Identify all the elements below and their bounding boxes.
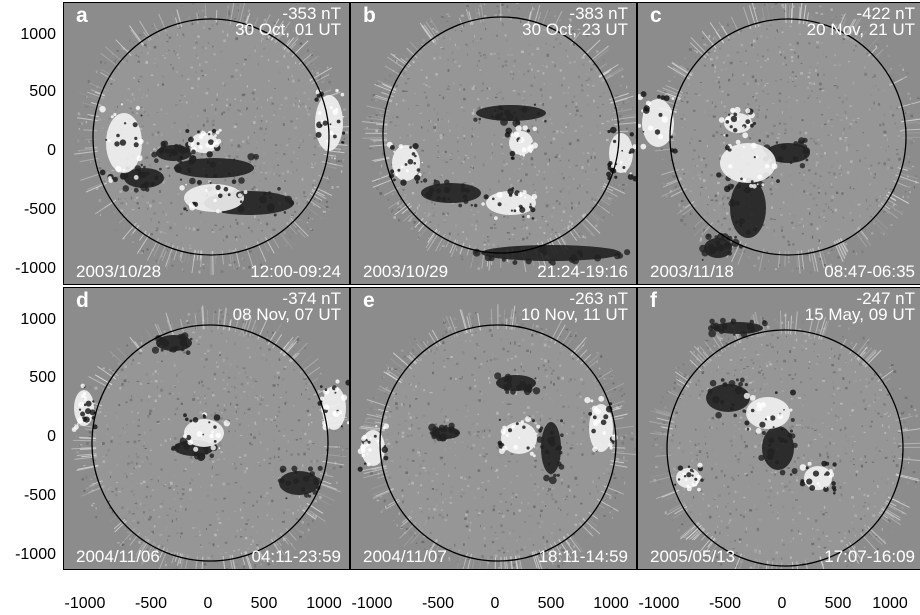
solar-disk-image: [351, 288, 636, 569]
y-tick-label: 500: [29, 369, 56, 386]
panel-letter: a: [76, 4, 88, 27]
panel-f: f -247 nT 15 May, 09 UT 2005/05/13 17:07…: [637, 287, 920, 570]
dst-value: -353 nT: [282, 4, 341, 23]
x-tick-label: 500: [250, 595, 278, 612]
panel-letter: e: [363, 289, 375, 312]
event-date: 2004/11/07: [363, 547, 447, 566]
event-date: 2003/11/18: [650, 262, 734, 281]
x-tick-label: -500: [134, 595, 168, 612]
x-tick-label: 1000: [872, 595, 908, 612]
y-tick-label: -500: [23, 487, 56, 504]
panel-d: d -374 nT 08 Nov, 07 UT 2004/11/06 04:11…: [63, 287, 350, 570]
dst-time: 08 Nov, 07 UT: [232, 305, 341, 324]
y-tick-label: 1000: [20, 311, 56, 328]
x-tick-label: 0: [777, 595, 787, 612]
x-tick-label: 0: [490, 595, 500, 612]
x-tick-label: 500: [537, 595, 565, 612]
solar-disk-image: [64, 288, 349, 569]
panel-letter: f: [650, 289, 657, 312]
dst-time: 30 Oct, 01 UT: [235, 20, 341, 39]
panel-c: c -422 nT 20 Nov, 21 UT 2003/11/18 08:47…: [637, 2, 920, 285]
event-date: 2004/11/06: [76, 547, 160, 566]
solar-disk-image: [638, 3, 920, 284]
x-tick-label: -1000: [64, 595, 106, 612]
y-tick-label: 1000: [20, 26, 56, 43]
panel-e: e -263 nT 10 Nov, 11 UT 2004/11/07 18:11…: [350, 287, 637, 570]
panel-letter: c: [650, 4, 662, 27]
y-tick-label: -500: [23, 201, 56, 218]
x-tick-label: 1000: [306, 595, 342, 612]
panel-a: a -353 nT 30 Oct, 01 UT 2003/10/28 12:00…: [63, 2, 350, 285]
time-range: 04:11-23:59: [251, 547, 341, 566]
time-range: 21:24-19:16: [537, 262, 628, 281]
time-range: 08:47-06:35: [824, 262, 915, 281]
panel-letter: b: [363, 4, 376, 27]
panel-b: b -383 nT 30 Oct, 23 UT 2003/10/29 21:24…: [350, 2, 637, 285]
y-tick-label: -1000: [15, 260, 56, 277]
event-date: 2003/10/29: [363, 262, 449, 281]
solar-disk-image: [64, 3, 349, 284]
y-tick-label: 0: [47, 142, 56, 159]
y-tick-label: -1000: [15, 546, 56, 563]
time-range: 17:07-16:09: [824, 547, 915, 566]
event-date: 2003/10/28: [76, 262, 162, 281]
time-range: 12:00-09:24: [250, 262, 341, 281]
panel-letter: d: [76, 289, 89, 312]
dst-value: -383 nT: [569, 4, 628, 23]
solar-disk-image: [638, 288, 920, 569]
x-tick-label: 500: [824, 595, 852, 612]
dst-value: -374 nT: [282, 289, 341, 308]
x-tick-label: -1000: [638, 595, 680, 612]
solar-disk-image: [351, 3, 636, 284]
x-tick-label: -1000: [351, 595, 393, 612]
dst-time: 15 May, 09 UT: [804, 305, 915, 324]
y-tick-label: 500: [29, 83, 56, 100]
event-date: 2005/05/13: [650, 547, 736, 566]
dst-time: 20 Nov, 21 UT: [806, 20, 915, 39]
dst-value: -422 nT: [856, 4, 915, 23]
x-tick-label: -500: [421, 595, 455, 612]
dst-time: 10 Nov, 11 UT: [520, 305, 628, 324]
x-tick-label: 0: [203, 595, 213, 612]
x-tick-label: 1000: [593, 595, 629, 612]
dst-value: -247 nT: [856, 289, 915, 308]
dst-value: -263 nT: [569, 289, 628, 308]
time-range: 18:11-14:59: [538, 547, 628, 566]
y-tick-label: 0: [47, 428, 56, 445]
dst-time: 30 Oct, 23 UT: [522, 20, 628, 39]
x-tick-label: -500: [708, 595, 742, 612]
